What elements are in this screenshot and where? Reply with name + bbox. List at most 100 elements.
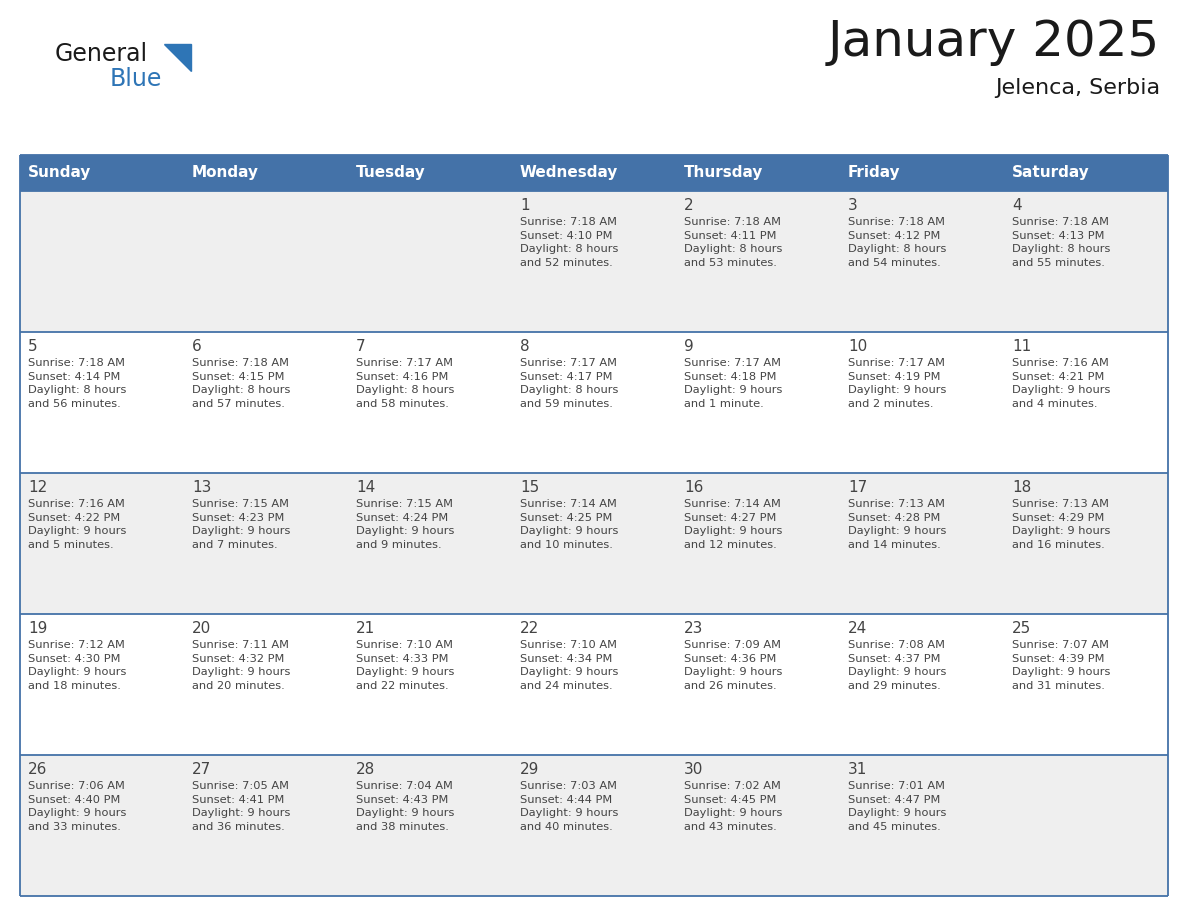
Text: Monday: Monday bbox=[192, 165, 259, 181]
Text: Sunrise: 7:12 AM
Sunset: 4:30 PM
Daylight: 9 hours
and 18 minutes.: Sunrise: 7:12 AM Sunset: 4:30 PM Dayligh… bbox=[29, 640, 126, 691]
Text: January 2025: January 2025 bbox=[828, 18, 1159, 66]
Text: Wednesday: Wednesday bbox=[520, 165, 619, 181]
Text: Thursday: Thursday bbox=[684, 165, 764, 181]
Text: Sunrise: 7:16 AM
Sunset: 4:21 PM
Daylight: 9 hours
and 4 minutes.: Sunrise: 7:16 AM Sunset: 4:21 PM Dayligh… bbox=[1012, 358, 1111, 409]
Text: 23: 23 bbox=[684, 621, 703, 636]
Text: Sunrise: 7:06 AM
Sunset: 4:40 PM
Daylight: 9 hours
and 33 minutes.: Sunrise: 7:06 AM Sunset: 4:40 PM Dayligh… bbox=[29, 781, 126, 832]
Bar bbox=[512, 191, 676, 332]
Text: 10: 10 bbox=[848, 339, 867, 354]
Bar bbox=[184, 332, 348, 473]
Text: 2: 2 bbox=[684, 198, 694, 213]
Text: Sunrise: 7:17 AM
Sunset: 4:16 PM
Daylight: 8 hours
and 58 minutes.: Sunrise: 7:17 AM Sunset: 4:16 PM Dayligh… bbox=[356, 358, 454, 409]
Bar bbox=[1004, 191, 1168, 332]
Text: Sunrise: 7:08 AM
Sunset: 4:37 PM
Daylight: 9 hours
and 29 minutes.: Sunrise: 7:08 AM Sunset: 4:37 PM Dayligh… bbox=[848, 640, 947, 691]
Bar bbox=[20, 614, 184, 755]
Text: Sunrise: 7:15 AM
Sunset: 4:24 PM
Daylight: 9 hours
and 9 minutes.: Sunrise: 7:15 AM Sunset: 4:24 PM Dayligh… bbox=[356, 499, 454, 550]
Text: Sunrise: 7:18 AM
Sunset: 4:12 PM
Daylight: 8 hours
and 54 minutes.: Sunrise: 7:18 AM Sunset: 4:12 PM Dayligh… bbox=[848, 217, 947, 268]
Bar bbox=[840, 332, 1004, 473]
Text: Friday: Friday bbox=[848, 165, 901, 181]
Text: Sunrise: 7:11 AM
Sunset: 4:32 PM
Daylight: 9 hours
and 20 minutes.: Sunrise: 7:11 AM Sunset: 4:32 PM Dayligh… bbox=[192, 640, 290, 691]
Bar bbox=[840, 614, 1004, 755]
Text: 20: 20 bbox=[192, 621, 211, 636]
Text: 31: 31 bbox=[848, 762, 867, 777]
Bar bbox=[840, 473, 1004, 614]
Text: Sunrise: 7:09 AM
Sunset: 4:36 PM
Daylight: 9 hours
and 26 minutes.: Sunrise: 7:09 AM Sunset: 4:36 PM Dayligh… bbox=[684, 640, 783, 691]
Text: General: General bbox=[55, 42, 148, 66]
Text: Sunrise: 7:16 AM
Sunset: 4:22 PM
Daylight: 9 hours
and 5 minutes.: Sunrise: 7:16 AM Sunset: 4:22 PM Dayligh… bbox=[29, 499, 126, 550]
Text: 3: 3 bbox=[848, 198, 858, 213]
Bar bbox=[512, 755, 676, 896]
Text: Saturday: Saturday bbox=[1012, 165, 1089, 181]
Text: Sunrise: 7:17 AM
Sunset: 4:19 PM
Daylight: 9 hours
and 2 minutes.: Sunrise: 7:17 AM Sunset: 4:19 PM Dayligh… bbox=[848, 358, 947, 409]
Text: Sunrise: 7:13 AM
Sunset: 4:28 PM
Daylight: 9 hours
and 14 minutes.: Sunrise: 7:13 AM Sunset: 4:28 PM Dayligh… bbox=[848, 499, 947, 550]
Text: 19: 19 bbox=[29, 621, 48, 636]
Text: 5: 5 bbox=[29, 339, 38, 354]
Bar bbox=[676, 191, 840, 332]
Bar bbox=[512, 473, 676, 614]
Bar bbox=[348, 473, 512, 614]
Bar bbox=[184, 473, 348, 614]
Text: 27: 27 bbox=[192, 762, 211, 777]
Text: 8: 8 bbox=[520, 339, 530, 354]
Text: 14: 14 bbox=[356, 480, 375, 495]
Text: Sunday: Sunday bbox=[29, 165, 91, 181]
Bar bbox=[184, 614, 348, 755]
Text: Sunrise: 7:14 AM
Sunset: 4:25 PM
Daylight: 9 hours
and 10 minutes.: Sunrise: 7:14 AM Sunset: 4:25 PM Dayligh… bbox=[520, 499, 619, 550]
Text: Sunrise: 7:03 AM
Sunset: 4:44 PM
Daylight: 9 hours
and 40 minutes.: Sunrise: 7:03 AM Sunset: 4:44 PM Dayligh… bbox=[520, 781, 619, 832]
Bar bbox=[840, 755, 1004, 896]
Bar bbox=[676, 614, 840, 755]
Bar bbox=[348, 614, 512, 755]
Text: 15: 15 bbox=[520, 480, 539, 495]
Bar bbox=[348, 332, 512, 473]
Text: Sunrise: 7:18 AM
Sunset: 4:13 PM
Daylight: 8 hours
and 55 minutes.: Sunrise: 7:18 AM Sunset: 4:13 PM Dayligh… bbox=[1012, 217, 1111, 268]
Bar bbox=[20, 755, 184, 896]
Text: Tuesday: Tuesday bbox=[356, 165, 425, 181]
Bar bbox=[1004, 473, 1168, 614]
Text: Sunrise: 7:14 AM
Sunset: 4:27 PM
Daylight: 9 hours
and 12 minutes.: Sunrise: 7:14 AM Sunset: 4:27 PM Dayligh… bbox=[684, 499, 783, 550]
Text: 22: 22 bbox=[520, 621, 539, 636]
Text: Sunrise: 7:10 AM
Sunset: 4:34 PM
Daylight: 9 hours
and 24 minutes.: Sunrise: 7:10 AM Sunset: 4:34 PM Dayligh… bbox=[520, 640, 619, 691]
Text: 11: 11 bbox=[1012, 339, 1031, 354]
Bar bbox=[676, 332, 840, 473]
Bar bbox=[1004, 755, 1168, 896]
Text: 18: 18 bbox=[1012, 480, 1031, 495]
Bar bbox=[512, 614, 676, 755]
Text: Sunrise: 7:17 AM
Sunset: 4:17 PM
Daylight: 8 hours
and 59 minutes.: Sunrise: 7:17 AM Sunset: 4:17 PM Dayligh… bbox=[520, 358, 619, 409]
Text: 26: 26 bbox=[29, 762, 48, 777]
Bar bbox=[676, 755, 840, 896]
Text: 6: 6 bbox=[192, 339, 202, 354]
Text: Sunrise: 7:05 AM
Sunset: 4:41 PM
Daylight: 9 hours
and 36 minutes.: Sunrise: 7:05 AM Sunset: 4:41 PM Dayligh… bbox=[192, 781, 290, 832]
Text: 24: 24 bbox=[848, 621, 867, 636]
Text: 16: 16 bbox=[684, 480, 703, 495]
Text: 25: 25 bbox=[1012, 621, 1031, 636]
Text: 28: 28 bbox=[356, 762, 375, 777]
Text: 13: 13 bbox=[192, 480, 211, 495]
Text: Sunrise: 7:18 AM
Sunset: 4:14 PM
Daylight: 8 hours
and 56 minutes.: Sunrise: 7:18 AM Sunset: 4:14 PM Dayligh… bbox=[29, 358, 126, 409]
Text: Sunrise: 7:07 AM
Sunset: 4:39 PM
Daylight: 9 hours
and 31 minutes.: Sunrise: 7:07 AM Sunset: 4:39 PM Dayligh… bbox=[1012, 640, 1111, 691]
Text: 21: 21 bbox=[356, 621, 375, 636]
Bar bbox=[20, 473, 184, 614]
Text: Sunrise: 7:10 AM
Sunset: 4:33 PM
Daylight: 9 hours
and 22 minutes.: Sunrise: 7:10 AM Sunset: 4:33 PM Dayligh… bbox=[356, 640, 454, 691]
Bar bbox=[20, 155, 1168, 191]
Text: 1: 1 bbox=[520, 198, 530, 213]
Text: Sunrise: 7:18 AM
Sunset: 4:11 PM
Daylight: 8 hours
and 53 minutes.: Sunrise: 7:18 AM Sunset: 4:11 PM Dayligh… bbox=[684, 217, 783, 268]
Text: Sunrise: 7:15 AM
Sunset: 4:23 PM
Daylight: 9 hours
and 7 minutes.: Sunrise: 7:15 AM Sunset: 4:23 PM Dayligh… bbox=[192, 499, 290, 550]
Text: Sunrise: 7:02 AM
Sunset: 4:45 PM
Daylight: 9 hours
and 43 minutes.: Sunrise: 7:02 AM Sunset: 4:45 PM Dayligh… bbox=[684, 781, 783, 832]
Text: 9: 9 bbox=[684, 339, 694, 354]
Bar bbox=[20, 332, 184, 473]
Bar bbox=[676, 473, 840, 614]
Bar bbox=[840, 191, 1004, 332]
Text: Jelenca, Serbia: Jelenca, Serbia bbox=[994, 78, 1159, 98]
Polygon shape bbox=[164, 44, 191, 71]
Bar bbox=[20, 191, 184, 332]
Bar bbox=[184, 191, 348, 332]
Text: 7: 7 bbox=[356, 339, 366, 354]
Bar bbox=[1004, 614, 1168, 755]
Bar bbox=[512, 332, 676, 473]
Bar bbox=[348, 755, 512, 896]
Text: Sunrise: 7:04 AM
Sunset: 4:43 PM
Daylight: 9 hours
and 38 minutes.: Sunrise: 7:04 AM Sunset: 4:43 PM Dayligh… bbox=[356, 781, 454, 832]
Bar bbox=[1004, 332, 1168, 473]
Text: 30: 30 bbox=[684, 762, 703, 777]
Bar bbox=[348, 191, 512, 332]
Text: Sunrise: 7:18 AM
Sunset: 4:15 PM
Daylight: 8 hours
and 57 minutes.: Sunrise: 7:18 AM Sunset: 4:15 PM Dayligh… bbox=[192, 358, 290, 409]
